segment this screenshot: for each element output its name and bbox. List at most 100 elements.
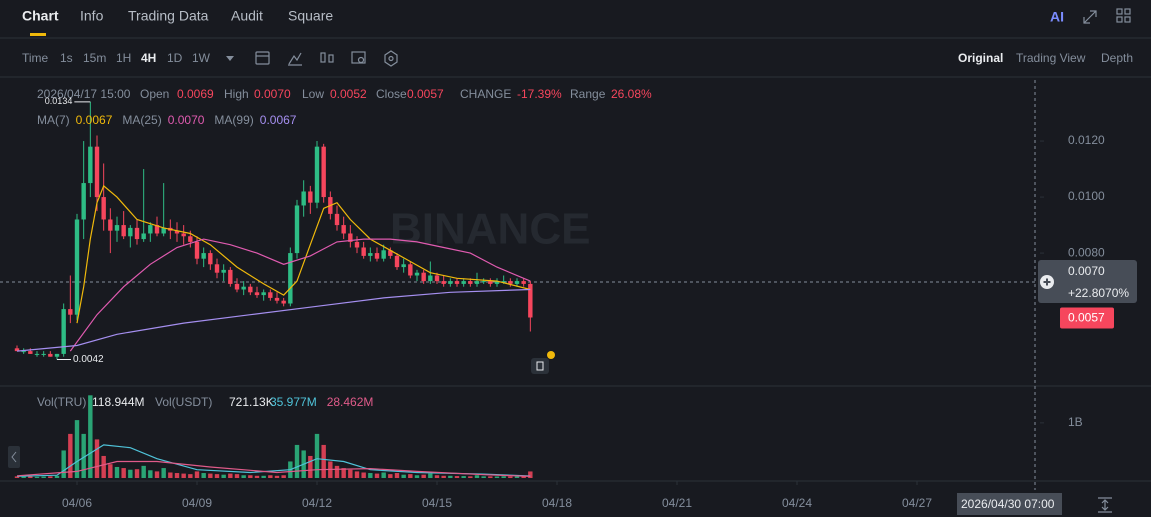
legend-value: 0.0069 — [177, 87, 214, 101]
collapse-icon — [11, 451, 17, 463]
ma-legend-label: MA(99) — [214, 113, 253, 127]
candle-body — [368, 253, 373, 256]
legend-label: Low — [302, 87, 324, 101]
candle-body — [228, 269, 233, 284]
scale-icon[interactable] — [1098, 497, 1112, 513]
toolbar-icons[interactable] — [255, 50, 398, 67]
interval[interactable]: 1D — [167, 51, 183, 65]
candle-body — [381, 250, 386, 259]
candle-body — [294, 205, 300, 254]
volume-bar — [488, 476, 493, 478]
volume-bar — [234, 474, 240, 478]
candle-body — [354, 241, 360, 248]
volume-bar — [148, 470, 153, 478]
vol-ma-line — [16, 460, 531, 477]
volume-bar — [48, 476, 53, 478]
event-icon[interactable] — [531, 358, 549, 374]
max-label: 0.0134 — [45, 96, 73, 106]
view-option[interactable]: Depth — [1101, 51, 1133, 65]
volume-bar — [421, 474, 426, 478]
candle-body — [474, 281, 480, 284]
volume-bar — [521, 476, 526, 478]
legend-value: 0.0057 — [407, 87, 444, 101]
legend-label: Range — [570, 87, 606, 101]
volume-bar — [14, 476, 20, 478]
candle-body — [188, 236, 193, 242]
view-option[interactable]: Original — [958, 51, 1003, 65]
tab[interactable]: Chart — [22, 8, 59, 24]
volume-bar — [428, 473, 433, 478]
volume-bar — [308, 455, 313, 478]
volume-bar — [341, 468, 346, 478]
volume-bar — [21, 476, 26, 478]
candle-body — [54, 353, 60, 357]
candle-body — [528, 283, 533, 318]
candle-body — [201, 253, 206, 259]
volume-bar — [248, 475, 253, 478]
tab[interactable]: Audit — [231, 8, 263, 24]
tab[interactable]: Trading Data — [128, 8, 209, 24]
y-tick-label: 0.0080 — [1068, 245, 1105, 259]
volume-bar — [141, 465, 146, 478]
ai-button[interactable]: AI — [1050, 9, 1064, 25]
min-label: 0.0042 — [73, 354, 104, 365]
candle-body — [388, 250, 393, 256]
legend-value: 26.08% — [611, 87, 652, 101]
expand-icon[interactable] — [1083, 10, 1097, 24]
candle-body — [14, 348, 20, 352]
candle-body — [288, 253, 293, 304]
layout-icon[interactable] — [1116, 8, 1131, 23]
collapse-button[interactable] — [8, 446, 20, 468]
volume-bar — [34, 476, 40, 478]
candle-body — [461, 281, 466, 284]
interval[interactable]: 15m — [83, 51, 106, 65]
volume-bar — [268, 475, 273, 478]
candle-body — [154, 225, 160, 234]
candle-body — [321, 146, 326, 198]
volume-bar — [101, 455, 106, 478]
interval[interactable]: 4H — [141, 51, 156, 65]
candle-body — [494, 281, 500, 284]
crosshair-time-box — [957, 493, 1062, 515]
watermark: BINANCE — [390, 205, 590, 254]
volume-bar — [388, 474, 393, 478]
tab[interactable]: Square — [288, 8, 333, 24]
volume-bar — [134, 469, 140, 478]
ma-legend-value: 0.0070 — [168, 113, 205, 127]
ma-line — [76, 184, 531, 324]
candle-body — [268, 292, 273, 298]
candle-body — [74, 219, 80, 315]
volume-bar — [314, 433, 320, 478]
volume-bar — [368, 473, 373, 478]
interval[interactable]: 1s — [60, 51, 73, 65]
candle-body — [261, 292, 266, 296]
candle-body — [274, 297, 280, 301]
legend-label: Close — [376, 87, 407, 101]
view-option[interactable]: Trading View — [1016, 51, 1086, 65]
candle-body — [34, 353, 40, 355]
volume-bar — [128, 469, 133, 478]
volume-bar — [321, 444, 326, 478]
candle-body — [401, 264, 406, 268]
volume-bar — [188, 474, 193, 478]
volume-bar — [348, 469, 353, 478]
tab[interactable]: Info — [80, 8, 104, 24]
event-dot — [547, 351, 555, 359]
volume-bar — [528, 471, 533, 478]
candle-body — [334, 213, 340, 226]
vol-tick-label: 1B — [1068, 415, 1083, 429]
volume-bar — [474, 475, 480, 478]
interval[interactable]: 1W — [192, 51, 211, 65]
volume-bar — [54, 475, 60, 478]
interval-dropdown[interactable] — [226, 56, 234, 61]
vol-ma-legend-value: 28.462M — [327, 395, 374, 409]
crosshair-change: +22.8070% — [1068, 286, 1129, 300]
crosshair-price: 0.0070 — [1068, 264, 1105, 278]
candle-body — [134, 227, 140, 240]
legend-value: 0.0052 — [330, 87, 367, 101]
candle-body — [488, 281, 493, 284]
interval[interactable]: 1H — [116, 51, 131, 65]
volume-bar — [361, 472, 366, 478]
crosshair-time: 2026/04/30 07:00 — [961, 497, 1055, 511]
y-tick-label: 0.0100 — [1068, 189, 1105, 203]
